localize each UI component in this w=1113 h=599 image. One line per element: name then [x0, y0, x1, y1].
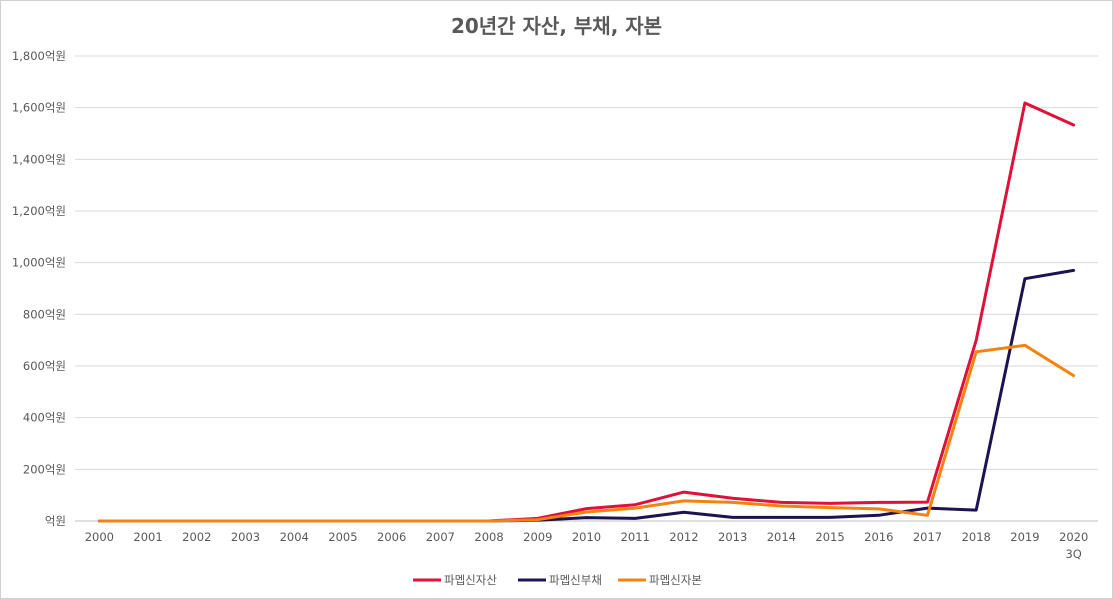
series-line-1: [97, 101, 1076, 523]
y-tick-label: 1,000억원: [12, 256, 66, 270]
legend: 파멥신자산 파멥신부채 파멥신자본: [413, 573, 702, 587]
series-lines: [97, 101, 1076, 523]
x-tick-label: 2014: [767, 530, 796, 544]
gridlines: [75, 55, 1098, 522]
x-tick-label: 2013: [718, 530, 747, 544]
x-tick-label: 2000: [85, 530, 114, 544]
x-tick-label: 2017: [913, 530, 942, 544]
x-tick-label: 2010: [572, 530, 601, 544]
x-tick-label: 2016: [864, 530, 893, 544]
x-tick-label: 2018: [962, 530, 991, 544]
x-tick-label: 2011: [621, 530, 650, 544]
x-tick-label: 2005: [328, 530, 357, 544]
x-tick-label: 2015: [815, 530, 844, 544]
x-tick-label: 2003: [231, 530, 260, 544]
y-tick-label: 1,800억원: [12, 49, 66, 63]
y-tick-label: 600억원: [23, 359, 66, 373]
x-tick-label: 2012: [669, 530, 698, 544]
x-tick-label: 2006: [377, 530, 406, 544]
series-line-3: [97, 343, 1076, 523]
legend-label: 파멥신부채: [549, 573, 602, 587]
x-tick-label: 2008: [474, 530, 503, 544]
x-tick-label: 2019: [1010, 530, 1039, 544]
y-axis-ticks: 억원 200억원 400억원 600억원 800억원 1,000억원 1,200억원 1,40…: [12, 49, 66, 528]
x-tick-label: 2002: [182, 530, 211, 544]
x-tick-label: 2009: [523, 530, 552, 544]
y-tick-label: 1,200억원: [12, 204, 66, 218]
y-tick-label: 억원: [45, 514, 66, 528]
y-tick-label: 1,400억원: [12, 152, 66, 166]
x-tick-label: 2007: [426, 530, 455, 544]
x-tick-label: 2020 3Q: [1059, 530, 1088, 561]
x-tick-label: 2004: [280, 530, 309, 544]
legend-label: 파멥신자본: [649, 573, 702, 587]
series-line-2: [97, 268, 1076, 523]
y-tick-label: 200억원: [23, 462, 66, 476]
legend-label: 파멥신자산: [444, 573, 497, 587]
x-tick-label: 2001: [133, 530, 162, 544]
x-axis-ticks: 2000 2001 2002 2003 2004 2005 2006 2007 2008 2009…: [85, 530, 1089, 561]
chart-title: 20년간 자산, 부채, 자본: [450, 14, 663, 38]
y-tick-label: 400억원: [23, 411, 66, 425]
y-tick-label: 1,600억원: [12, 101, 66, 115]
y-tick-label: 800억원: [23, 307, 66, 321]
